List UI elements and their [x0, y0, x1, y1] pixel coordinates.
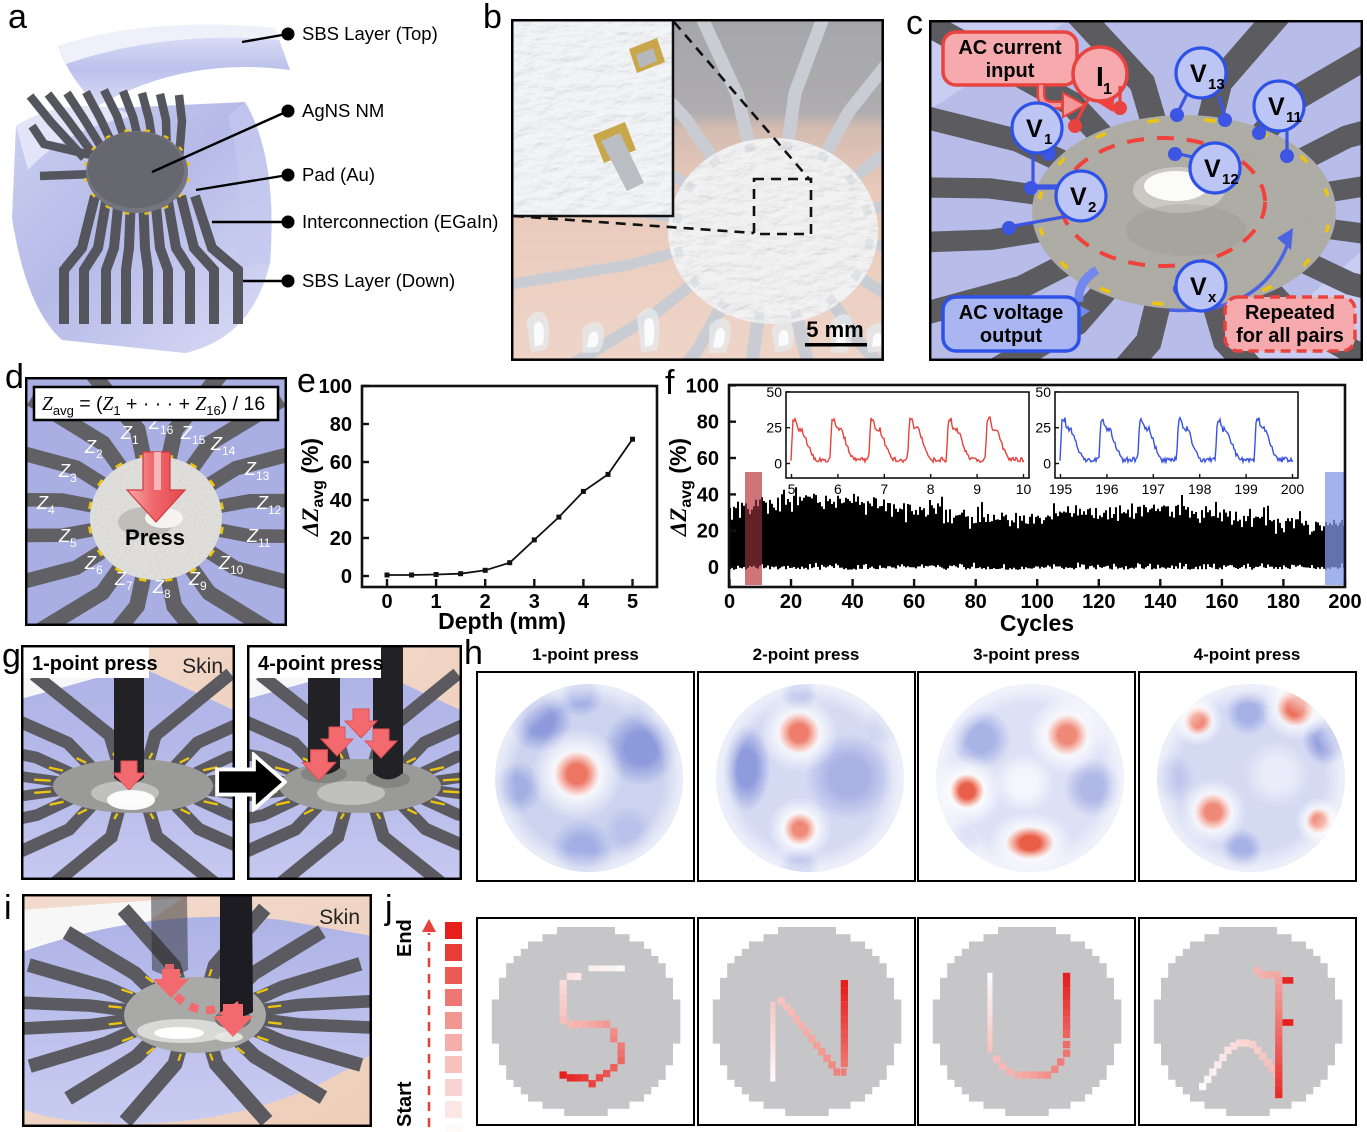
svg-text:5 mm: 5 mm: [806, 317, 863, 342]
svg-text:140: 140: [1144, 591, 1177, 613]
svg-text:6: 6: [834, 481, 842, 497]
svg-text:output: output: [980, 325, 1043, 347]
svg-text:V: V: [1190, 273, 1207, 301]
svg-text:197: 197: [1142, 481, 1166, 497]
svg-text:4-point press: 4-point press: [258, 653, 384, 675]
svg-text:V: V: [1026, 115, 1043, 143]
svg-text:V: V: [1190, 60, 1207, 88]
svg-text:100: 100: [1021, 591, 1054, 613]
svg-text:1: 1: [1103, 81, 1112, 98]
svg-text:12: 12: [1222, 171, 1239, 188]
svg-text:195: 195: [1049, 481, 1073, 497]
svg-text:Start: Start: [394, 1081, 416, 1127]
svg-text:input: input: [986, 60, 1035, 82]
svg-text:80: 80: [697, 412, 719, 434]
svg-text:60: 60: [903, 591, 925, 613]
svg-text:25: 25: [1035, 420, 1051, 436]
svg-text:Cycles: Cycles: [1000, 610, 1074, 636]
svg-text:200: 200: [1328, 591, 1361, 613]
svg-text:40: 40: [330, 490, 352, 512]
svg-text:Skin: Skin: [319, 906, 360, 929]
svg-text:60: 60: [330, 452, 352, 474]
svg-text:SBS Layer (Top): SBS Layer (Top): [302, 23, 438, 44]
svg-text:3: 3: [529, 591, 540, 613]
svg-text:180: 180: [1267, 591, 1300, 613]
svg-text:120: 120: [1082, 591, 1115, 613]
svg-text:Zavg = (Z1 + · · · + Z16) / 16: Zavg = (Z1 + · · · + Z16) / 16: [42, 393, 265, 418]
svg-text:80: 80: [330, 414, 352, 436]
svg-text:5: 5: [627, 591, 638, 613]
svg-text:198: 198: [1188, 481, 1212, 497]
svg-text:50: 50: [766, 384, 782, 400]
svg-text:199: 199: [1234, 481, 1258, 497]
svg-text:40: 40: [697, 484, 719, 506]
svg-text:V: V: [1070, 183, 1087, 211]
svg-text:0: 0: [724, 591, 735, 613]
svg-text:2: 2: [1088, 199, 1096, 216]
svg-text:0: 0: [341, 566, 352, 588]
svg-text:100: 100: [319, 376, 352, 398]
svg-text:Interconnection (EGaIn): Interconnection (EGaIn): [302, 211, 498, 232]
svg-text:End: End: [394, 919, 416, 957]
svg-text:100: 100: [686, 375, 719, 397]
svg-text:AC current: AC current: [958, 37, 1062, 59]
svg-text:9: 9: [973, 481, 981, 497]
svg-text:I: I: [1096, 61, 1104, 92]
svg-text:Skin: Skin: [182, 655, 223, 678]
svg-text:Depth (mm): Depth (mm): [438, 608, 566, 634]
svg-text:160: 160: [1205, 591, 1238, 613]
svg-text:x: x: [1208, 289, 1217, 306]
svg-text:5: 5: [788, 481, 796, 497]
svg-text:V: V: [1204, 155, 1221, 183]
svg-text:25: 25: [766, 420, 782, 436]
svg-text:2: 2: [480, 591, 491, 613]
svg-text:11: 11: [1286, 109, 1302, 126]
svg-text:0: 0: [381, 591, 392, 613]
svg-text:7: 7: [880, 481, 888, 497]
svg-text:196: 196: [1095, 481, 1119, 497]
svg-text:200: 200: [1281, 481, 1305, 497]
svg-text:20: 20: [780, 591, 802, 613]
svg-text:20: 20: [697, 521, 719, 543]
svg-text:1-point press: 1-point press: [32, 653, 158, 675]
svg-text:40: 40: [841, 591, 863, 613]
svg-text:4: 4: [578, 591, 590, 613]
svg-text:0: 0: [1043, 456, 1051, 472]
svg-text:1: 1: [1044, 131, 1052, 148]
svg-text:80: 80: [965, 591, 987, 613]
svg-text:ΔZavg (%): ΔZavg (%): [297, 438, 327, 537]
svg-text:Pad (Au): Pad (Au): [302, 164, 375, 185]
svg-text:10: 10: [1016, 481, 1032, 497]
svg-text:Repeated: Repeated: [1245, 302, 1335, 324]
svg-text:8: 8: [927, 481, 935, 497]
svg-text:AgNS NM: AgNS NM: [302, 100, 384, 121]
svg-text:0: 0: [708, 557, 719, 579]
svg-text:V: V: [1268, 93, 1285, 121]
svg-text:50: 50: [1035, 384, 1051, 400]
svg-text:60: 60: [697, 448, 719, 470]
svg-text:0: 0: [774, 456, 782, 472]
svg-text:SBS Layer (Down): SBS Layer (Down): [302, 270, 455, 291]
svg-text:for all pairs: for all pairs: [1236, 325, 1344, 347]
svg-text:AC voltage: AC voltage: [959, 302, 1063, 324]
svg-text:1: 1: [431, 591, 442, 613]
svg-text:20: 20: [330, 528, 352, 550]
svg-text:ΔZavg (%): ΔZavg (%): [665, 438, 695, 537]
svg-text:13: 13: [1208, 76, 1225, 93]
svg-text:Press: Press: [125, 525, 185, 550]
